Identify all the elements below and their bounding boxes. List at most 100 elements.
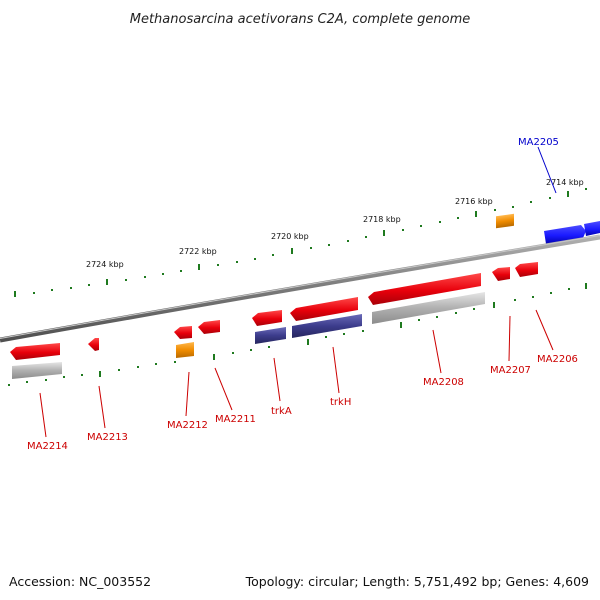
label-ma2206[interactable]: MA2206 (537, 354, 578, 365)
tick-mark (70, 287, 72, 289)
tick-mark (33, 292, 35, 294)
feature-trka-purple (255, 327, 286, 344)
tick-mark (455, 312, 457, 314)
accession-text: Accession: NC_003552 (9, 574, 151, 589)
leader-ma2214 (39, 392, 47, 438)
label-ma2212[interactable]: MA2212 (167, 420, 208, 431)
scale-label-2714: 2714 kbp (546, 178, 584, 187)
tick-mark (14, 291, 16, 297)
genome-backbone (0, 234, 600, 343)
tick-mark (347, 240, 349, 242)
tick-mark (420, 225, 422, 227)
tick-mark (475, 211, 477, 217)
scale-ring (14, 188, 587, 297)
tick-mark (88, 284, 90, 286)
gene-ma2213[interactable] (88, 338, 99, 351)
gene-ma2212[interactable] (174, 326, 192, 339)
label-ma2213[interactable]: MA2213 (87, 432, 128, 443)
tick-mark (532, 296, 534, 298)
tick-mark (493, 302, 495, 308)
gene-trka[interactable] (252, 310, 282, 326)
tick-mark (272, 254, 274, 256)
tick-mark (362, 330, 364, 332)
inner-tick-ring (8, 283, 587, 386)
tick-mark (473, 308, 475, 310)
tick-mark (383, 230, 385, 236)
tick-mark (106, 279, 108, 285)
tick-mark (568, 288, 570, 290)
tick-mark (236, 261, 238, 263)
scale-label-2722: 2722 kbp (179, 247, 217, 256)
label-trka[interactable]: trkA (271, 406, 292, 417)
tick-mark (162, 273, 164, 275)
feature-ma2212-orange (176, 342, 194, 358)
label-ma2205[interactable]: MA2205 (518, 137, 559, 148)
leader-ma2207 (508, 315, 511, 362)
tick-mark (514, 299, 516, 301)
scale-label-2716: 2716 kbp (455, 197, 493, 206)
tick-mark (180, 270, 182, 272)
tick-mark (291, 248, 293, 254)
genome-summary-text: Topology: circular; Length: 5,751,492 bp… (245, 574, 589, 589)
tick-mark (418, 319, 420, 321)
tick-mark (198, 264, 200, 270)
gene-ma2208[interactable] (368, 273, 481, 305)
tick-mark (254, 258, 256, 260)
gene-ma2211[interactable] (198, 320, 220, 334)
leader-ma2208 (432, 329, 442, 374)
gene-ma2214[interactable] (10, 343, 60, 360)
tick-mark (325, 336, 327, 338)
leader-ma2213 (98, 385, 106, 429)
tick-mark (439, 221, 441, 223)
tick-mark (232, 352, 234, 354)
tick-mark (365, 236, 367, 238)
gene-ma2207[interactable] (492, 267, 510, 281)
tick-mark (99, 371, 101, 377)
gene-trkh[interactable] (290, 297, 358, 321)
label-ma2207[interactable]: MA2207 (490, 365, 531, 376)
tick-mark (328, 244, 330, 246)
tick-mark (436, 316, 438, 318)
tick-mark (155, 363, 157, 365)
label-ma2214[interactable]: MA2214 (27, 441, 68, 452)
feature-trkh-purple (292, 314, 362, 338)
tick-mark (585, 188, 587, 190)
tick-mark (250, 349, 252, 351)
feature-ma2207-orange (496, 213, 514, 229)
tick-mark (26, 381, 28, 383)
gene-ma2205-next[interactable] (584, 221, 600, 236)
scale-label-2724: 2724 kbp (86, 260, 124, 269)
tick-mark (118, 369, 120, 371)
tick-mark (144, 276, 146, 278)
tick-mark (343, 333, 345, 335)
tick-mark (81, 374, 83, 376)
scale-label-2720: 2720 kbp (271, 232, 309, 241)
tick-mark (213, 354, 215, 360)
leader-trka (273, 357, 281, 402)
tick-mark (8, 384, 10, 386)
label-trkh[interactable]: trkH (330, 397, 351, 408)
tick-mark (567, 191, 569, 197)
map-title: Methanosarcina acetivorans C2A, complete… (130, 12, 471, 27)
forward-strand (544, 221, 600, 244)
gene-ma2206[interactable] (515, 262, 538, 277)
label-ma2211[interactable]: MA2211 (215, 414, 256, 425)
tick-mark (174, 361, 176, 363)
reverse-strand (10, 213, 538, 379)
tick-mark (125, 279, 127, 281)
genome-backbone-highlight (0, 235, 600, 339)
tick-mark (530, 201, 532, 203)
tick-mark (585, 283, 587, 289)
gene-ma2205[interactable] (544, 225, 586, 244)
tick-mark (402, 229, 404, 231)
label-ma2208[interactable]: MA2208 (423, 377, 464, 388)
leader-ma2205 (537, 146, 557, 194)
leader-ma2211 (214, 367, 233, 411)
tick-mark (310, 247, 312, 249)
tick-mark (268, 346, 270, 348)
leader-trkh (332, 346, 340, 394)
tick-mark (45, 379, 47, 381)
feature-ma2208-grey (372, 292, 485, 324)
tick-mark (217, 264, 219, 266)
